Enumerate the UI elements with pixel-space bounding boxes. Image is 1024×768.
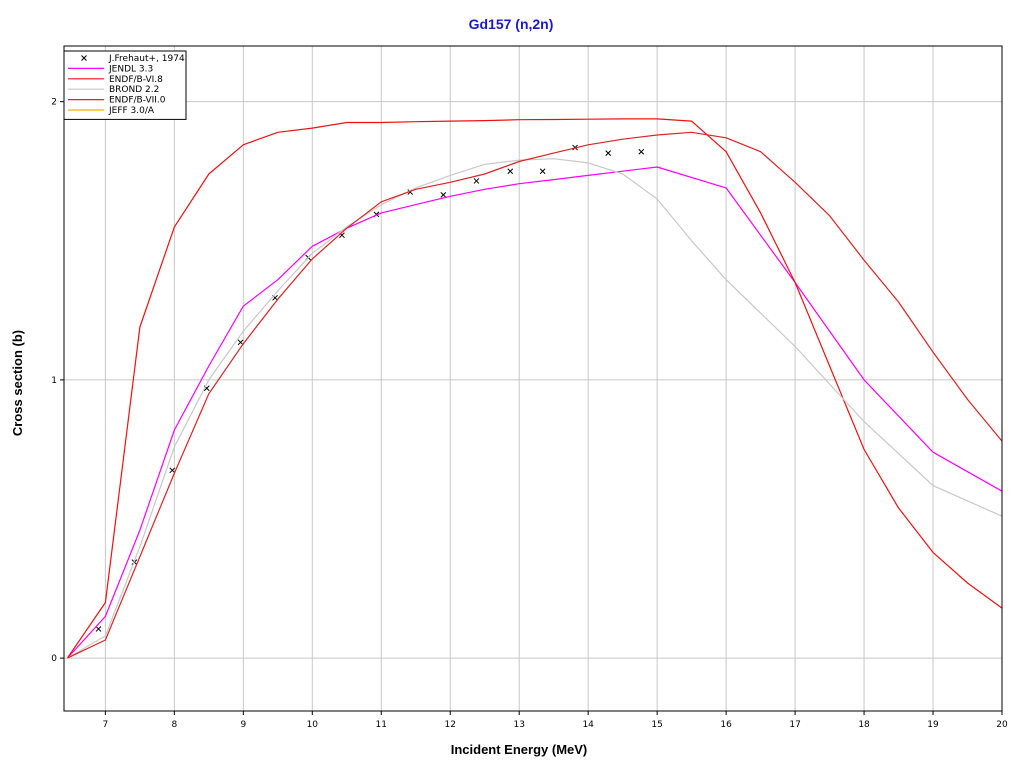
- legend-box: [63, 50, 187, 120]
- x-tick-label: 19: [927, 720, 939, 730]
- x-tick-label: 17: [789, 720, 800, 730]
- x-tick-label: 16: [720, 720, 732, 730]
- x-axis-label: Incident Energy (MeV): [451, 742, 588, 757]
- legend-marker: [81, 55, 87, 61]
- data-point: [605, 150, 612, 156]
- data-point: [507, 168, 514, 175]
- series-line-1: [66, 166, 1003, 659]
- data-point: [638, 148, 645, 155]
- series-line-3: [67, 158, 1003, 659]
- data-point: [440, 192, 447, 198]
- y-tick-label: 1: [51, 376, 57, 386]
- x-tick-label: 13: [513, 720, 524, 730]
- x-tick-label: 10: [307, 720, 319, 730]
- chart-title: Gd157 (n,2n): [469, 16, 554, 32]
- y-axis-label: Cross section (b): [10, 330, 25, 436]
- x-tick-label: 11: [376, 720, 387, 730]
- y-tick-label: 2: [51, 98, 57, 108]
- legend-entry-label: JEFF 3.0/A: [108, 106, 155, 116]
- plot-border: [63, 45, 1003, 712]
- data-point: [237, 339, 244, 346]
- x-tick-label: 12: [445, 720, 456, 730]
- plot-area: 7 8 9 10 11 12 13 14 15 16 17 18 19 20012J.Frehaut+, …: [51, 45, 1008, 730]
- legend-entry-label: JENDL 3.3: [108, 64, 153, 74]
- plot-frame-bg: [64, 46, 1002, 711]
- legend-entry-label: J.Frehaut+, 1974: [108, 54, 185, 64]
- x-tick-label: 9: [240, 720, 246, 730]
- data-point: [169, 467, 176, 474]
- x-tick-label: 7: [103, 720, 109, 730]
- y-tick-label: 0: [51, 654, 57, 664]
- x-tick-label: 18: [858, 720, 870, 730]
- x-tick-label: 15: [651, 720, 662, 730]
- data-point: [95, 626, 102, 632]
- x-tick-label: 8: [171, 720, 177, 730]
- series-line-2: [66, 118, 1003, 659]
- data-point: [539, 168, 546, 175]
- legend-entry-label: BROND 2.2: [109, 85, 159, 95]
- legend-entry-label: ENDF/B-VII.0: [109, 96, 166, 106]
- series-line-4: [67, 131, 1003, 659]
- data-point: [473, 178, 480, 184]
- x-tick-label: 20: [996, 720, 1008, 730]
- legend-entry-label: ENDF/B-VI.8: [109, 75, 163, 85]
- x-tick-label: 14: [582, 720, 594, 730]
